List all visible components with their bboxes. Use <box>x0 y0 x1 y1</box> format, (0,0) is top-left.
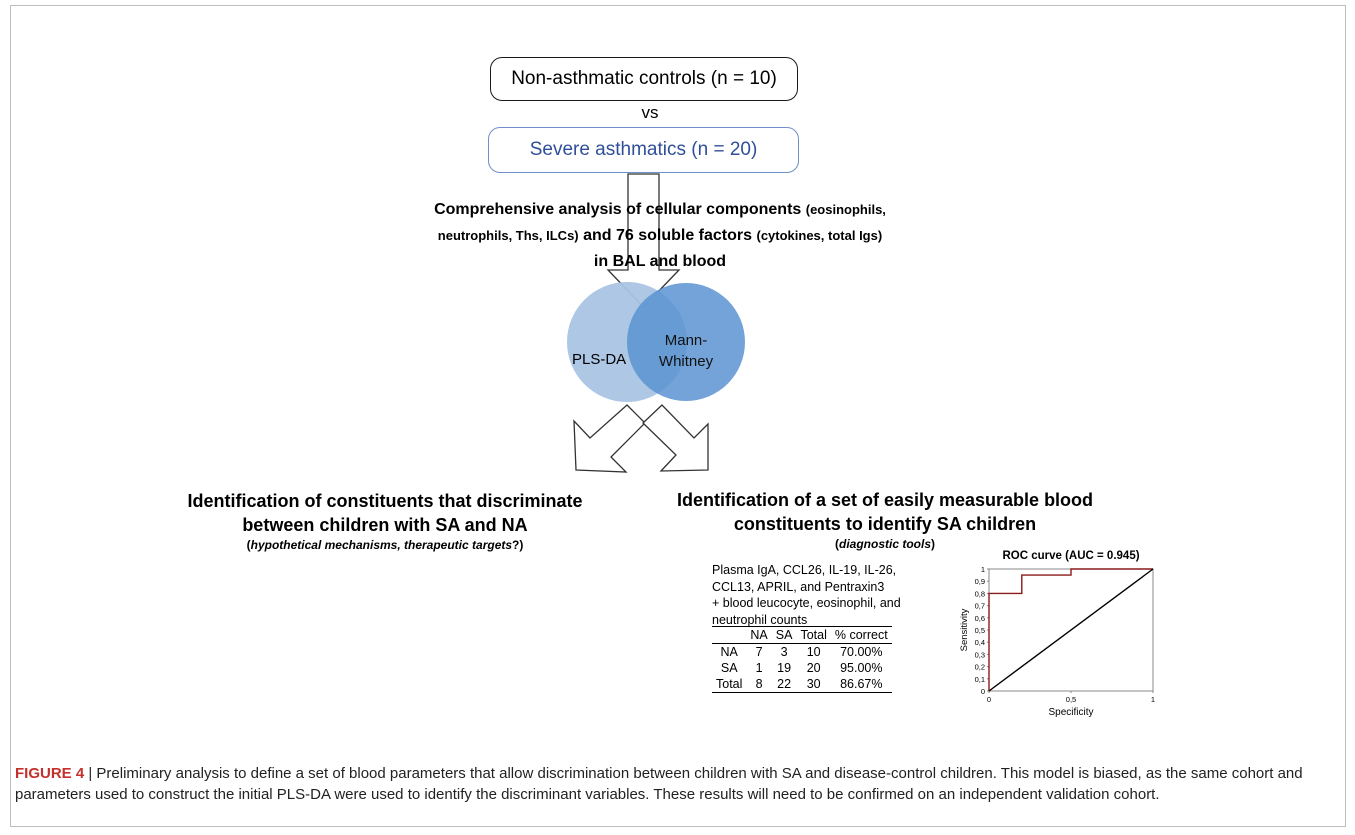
figure-caption: FIGURE 4 | Preliminary analysis to defin… <box>15 764 1341 805</box>
table-cell: SA <box>720 661 738 675</box>
caption-label: FIGURE 4 <box>15 765 85 782</box>
analysis-line2-b: and 76 soluble factors <box>583 227 753 244</box>
right-note-italic: diagnostic tools <box>838 537 931 551</box>
analysis-heading: Comprehensive analysis of cellular compo… <box>395 197 925 275</box>
table-header-cell <box>712 626 747 644</box>
table-header-cell: Total <box>796 626 831 644</box>
table-cell: 86.67% <box>830 676 892 693</box>
blood-param-line: + blood leucocyte, eosinophil, and <box>712 596 901 610</box>
caption-separator: | <box>84 765 97 782</box>
x-tick-label: 1 <box>1151 695 1155 704</box>
table-cell: 7 <box>755 645 763 659</box>
y-tick-label: 0,3 <box>975 650 985 659</box>
right-outcome-line2: constituents to identify SA children <box>733 514 1037 534</box>
table-row: SA 1 19 20 95.00% <box>712 660 892 676</box>
roc-chart: ROC curve (AUC = 0.945) 0 0,1 0,2 0,3 0,4 0,5… <box>959 550 1156 718</box>
table-header-cell: NA <box>746 626 772 644</box>
right-note-close: ) <box>931 537 935 551</box>
venn-label-mann-line1: Mann- <box>664 332 708 349</box>
table-cell: 3 <box>780 645 788 659</box>
analysis-line1-b: (eosinophils, <box>805 202 886 217</box>
right-outcome: Identification of a set of easily measur… <box>665 488 1105 552</box>
table-cell: 10 <box>806 645 821 659</box>
left-note-open: ( <box>246 538 251 552</box>
left-outcome-line2: between children with SA and NA <box>242 515 528 535</box>
classification-table: NA SA Total % correct NA 7 3 10 70.00% S… <box>712 626 892 693</box>
y-axis-label: Sensitivity <box>959 608 970 651</box>
vs-label: vs <box>641 103 659 122</box>
y-tick-label: 0,8 <box>975 589 985 598</box>
y-tick-label: 1 <box>981 565 985 574</box>
x-axis-label: Specificity <box>1048 707 1093 718</box>
blood-parameters: Plasma IgA, CCL26, IL-19, IL-26, CCL13, … <box>712 562 912 628</box>
left-diagonal-arrow <box>573 404 646 473</box>
left-outcome: Identification of constituents that disc… <box>140 489 630 553</box>
y-tick-label: 0,7 <box>975 602 985 611</box>
series-layer <box>988 568 1154 692</box>
roc-curve-line <box>988 568 1153 691</box>
y-tick-label: 0,9 <box>975 577 985 586</box>
venn-label-mann-whitney: Mann- Whitney <box>654 330 718 372</box>
table-cell: NA <box>720 645 738 659</box>
diagram-graphics <box>567 173 745 473</box>
blood-param-line: Plasma IgA, CCL26, IL-19, IL-26, <box>712 563 897 577</box>
right-note-open: ( <box>834 537 839 551</box>
table-row: Total 8 22 30 86.67% <box>712 676 892 693</box>
table-cell: Total <box>712 676 747 693</box>
table-cell: 30 <box>796 676 831 693</box>
table-cell: 95.00% <box>840 661 883 675</box>
venn-label-mann-line2: Whitney <box>658 353 714 370</box>
controls-box: Non-asthmatic controls (n = 10) <box>490 57 798 101</box>
reference-diagonal-line <box>988 568 1154 692</box>
axis-ticks: 0 0,1 0,2 0,3 0,4 0,5 0,6 0,7 0,8 0,9 1 0 0,5 1 <box>975 565 1156 704</box>
x-tick-label: 0 <box>987 695 991 704</box>
venn-circle-mann-whitney <box>627 283 745 401</box>
right-outcome-note: (diagnostic tools) <box>665 536 1105 552</box>
y-tick-label: 0,1 <box>975 675 985 684</box>
right-diagonal-arrow <box>642 404 709 472</box>
table-header-cell: % correct <box>830 626 892 644</box>
severe-asthmatics-box: Severe asthmatics (n = 20) <box>488 127 799 173</box>
table-cell: 70.00% <box>840 645 883 659</box>
analysis-line1-a: Comprehensive analysis of cellular compo… <box>434 201 802 218</box>
left-outcome-note: (hypothetical mechanisms, therapeutic ta… <box>140 537 630 553</box>
blood-param-line: CCL13, APRIL, and Pentraxin3 <box>712 579 885 594</box>
y-tick-label: 0 <box>981 687 985 696</box>
y-tick-label: 0,6 <box>975 614 985 623</box>
x-tick-label: 0,5 <box>1066 695 1076 704</box>
table-header-cell: SA <box>771 626 797 644</box>
blood-param-line: neutrophil counts <box>712 612 808 627</box>
left-outcome-line1: Identification of constituents that disc… <box>187 491 583 511</box>
table-cell: 20 <box>806 661 821 675</box>
analysis-line3: in BAL and blood <box>593 253 727 270</box>
analysis-line2-a: neutrophils, Ths, ILCs) <box>437 228 579 243</box>
table-cell: 22 <box>771 676 797 693</box>
table-row: NA 7 3 10 70.00% <box>712 644 892 661</box>
table-cell: 1 <box>755 661 763 675</box>
venn-label-pls-da: PLS-DA <box>572 351 627 368</box>
left-note-italic: hypothetical mechanisms, therapeutic tar… <box>250 538 513 552</box>
caption-text: Preliminary analysis to define a set of … <box>15 765 1303 803</box>
table-cell: 8 <box>746 676 772 693</box>
y-tick-label: 0,2 <box>975 663 985 672</box>
table-cell: 19 <box>777 661 792 675</box>
left-note-close: ?) <box>512 538 524 552</box>
right-outcome-line1: Identification of a set of easily measur… <box>676 490 1094 510</box>
y-tick-label: 0,5 <box>975 626 985 635</box>
table-header-row: NA SA Total % correct <box>712 626 892 644</box>
figure-frame <box>10 5 1346 827</box>
y-tick-label: 0,4 <box>975 638 985 647</box>
analysis-line2-c: (cytokines, total Igs) <box>756 228 883 243</box>
chart-title: ROC curve (AUC = 0.945) <box>1002 550 1139 562</box>
